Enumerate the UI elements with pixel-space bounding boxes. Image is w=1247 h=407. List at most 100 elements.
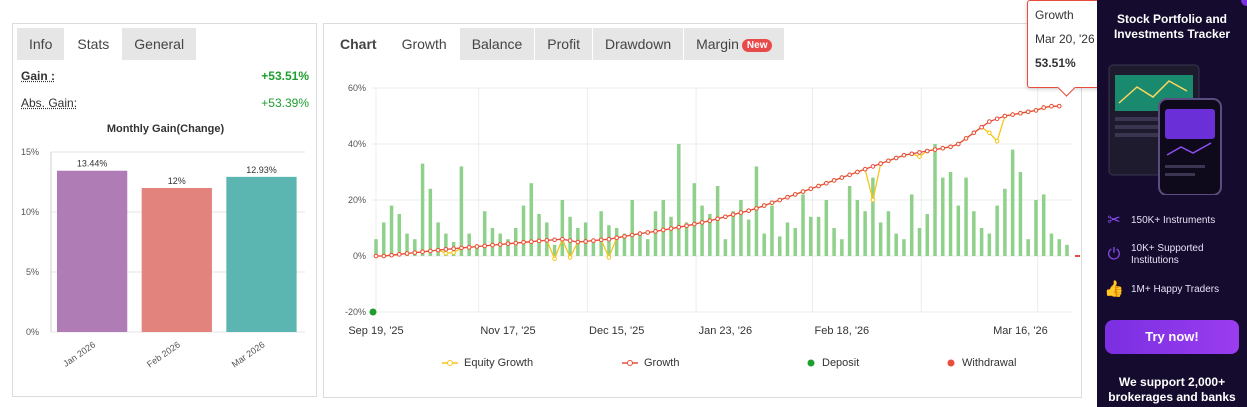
chart-tooltip: Growth Mar 20, '26 53.51% xyxy=(1027,0,1103,88)
growth-bar xyxy=(444,233,448,256)
legend-withdrawal[interactable]: Withdrawal xyxy=(946,357,1016,369)
try-now-button[interactable]: Try now! xyxy=(1105,320,1239,354)
legend-growth[interactable]: Growth xyxy=(622,357,679,369)
tab-stats[interactable]: Stats xyxy=(65,28,123,60)
series-point xyxy=(1018,110,1023,116)
growth-bar xyxy=(677,144,681,256)
line-x-tick-label: Feb 18, '26 xyxy=(814,325,869,337)
series-point xyxy=(738,210,744,215)
deposit-marker xyxy=(369,308,377,316)
tab-drawdown[interactable]: Drawdown xyxy=(592,28,685,60)
deposit-dot-icon xyxy=(807,359,815,367)
abs-gain-label[interactable]: Abs. Gain: xyxy=(21,96,78,110)
series-point xyxy=(987,130,992,136)
tab-growth[interactable]: Growth xyxy=(389,28,460,60)
plug-icon: ⏻ xyxy=(1107,246,1121,263)
series-point xyxy=(482,243,487,249)
ad-feature-institutions: ⏻ 10K+ Supported Institutions xyxy=(1105,243,1226,267)
growth-bar xyxy=(801,194,805,256)
growth-bar xyxy=(490,228,495,256)
growth-bar xyxy=(1018,172,1023,256)
growth-bar xyxy=(521,205,526,256)
growth-bar xyxy=(560,200,565,256)
series-point xyxy=(963,136,969,141)
bar-jan-2026 xyxy=(57,170,128,332)
growth-bar xyxy=(459,166,464,256)
series-point xyxy=(723,214,728,220)
series-point xyxy=(373,253,379,259)
withdrawal-dot-icon xyxy=(947,359,955,367)
growth-bar xyxy=(731,211,735,256)
growth-bar xyxy=(428,188,433,256)
series-point xyxy=(598,237,604,243)
series-point xyxy=(862,166,868,172)
tab-chart[interactable]: Chart xyxy=(328,28,390,60)
legend-withdrawal-label: Withdrawal xyxy=(962,357,1017,369)
legend-deposit[interactable]: Deposit xyxy=(806,357,859,369)
series-point xyxy=(622,234,627,239)
series-point xyxy=(870,197,876,203)
growth-bar xyxy=(436,222,440,256)
growth-chart-panel: Chart Growth Balance Profit Drawdown Mar… xyxy=(323,23,1082,398)
series-point xyxy=(443,246,449,252)
series-point xyxy=(653,229,658,234)
series-point xyxy=(971,130,977,136)
tab-info[interactable]: Info xyxy=(17,28,66,60)
series-point xyxy=(901,152,907,158)
series-point xyxy=(412,250,418,255)
bar-y-tick-label: 5% xyxy=(26,267,39,277)
series-point xyxy=(567,238,573,243)
series-point xyxy=(505,241,511,246)
series-point xyxy=(1056,103,1062,109)
legend-equity-label: Equity Growth xyxy=(464,357,534,369)
abs-gain-value: +53.39% xyxy=(261,96,309,110)
series-point xyxy=(699,220,705,225)
line-x-tick-label: Dec 15, '25 xyxy=(589,325,644,337)
series-point xyxy=(808,186,814,192)
growth-bar xyxy=(397,214,402,256)
growth-bar xyxy=(777,236,782,256)
growth-bar xyxy=(972,211,976,256)
growth-bar xyxy=(552,244,557,256)
growth-bar xyxy=(878,222,883,256)
growth-bar xyxy=(987,233,992,256)
growth-bar xyxy=(537,214,541,256)
growth-bar xyxy=(1057,239,1061,256)
series-point xyxy=(924,148,930,154)
series-point xyxy=(831,178,837,183)
series-point xyxy=(521,239,526,245)
growth-bar xyxy=(762,233,766,256)
tab-balance[interactable]: Balance xyxy=(459,28,536,60)
gain-row: Gain : +53.51% xyxy=(21,69,309,83)
tools-icon: ✂ xyxy=(1107,212,1121,229)
series-point xyxy=(443,250,449,256)
series-point xyxy=(474,244,480,249)
growth-bar xyxy=(1026,239,1030,256)
series-point xyxy=(816,183,821,189)
series-point xyxy=(552,256,557,262)
tab-margin[interactable]: Margin New xyxy=(684,28,786,60)
series-point xyxy=(692,221,697,227)
series-point xyxy=(1002,113,1008,119)
growth-bar xyxy=(568,216,572,256)
series-point xyxy=(435,247,441,253)
series-point xyxy=(684,223,689,229)
series-point xyxy=(591,238,596,243)
series-point xyxy=(676,224,682,230)
legend-equity-growth[interactable]: Equity Growth xyxy=(442,357,533,369)
growth-bar xyxy=(630,200,634,256)
growth-bar xyxy=(925,214,929,256)
series-point xyxy=(560,236,565,242)
series-point xyxy=(730,212,736,217)
series-point xyxy=(956,141,961,147)
gain-label[interactable]: Gain : xyxy=(21,69,56,83)
line-x-tick-label: Sep 19, '25 xyxy=(348,325,403,337)
ad-banner[interactable]: Stock Portfolio and Investments Tracker … xyxy=(1097,0,1247,407)
growth-bar xyxy=(941,177,945,256)
line-x-tick-label: Jan 23, '26 xyxy=(699,325,752,337)
series-point xyxy=(567,255,573,260)
growth-bar xyxy=(1003,188,1007,256)
tab-general[interactable]: General xyxy=(122,28,198,60)
series-point xyxy=(940,145,946,151)
tab-profit[interactable]: Profit xyxy=(535,28,593,60)
